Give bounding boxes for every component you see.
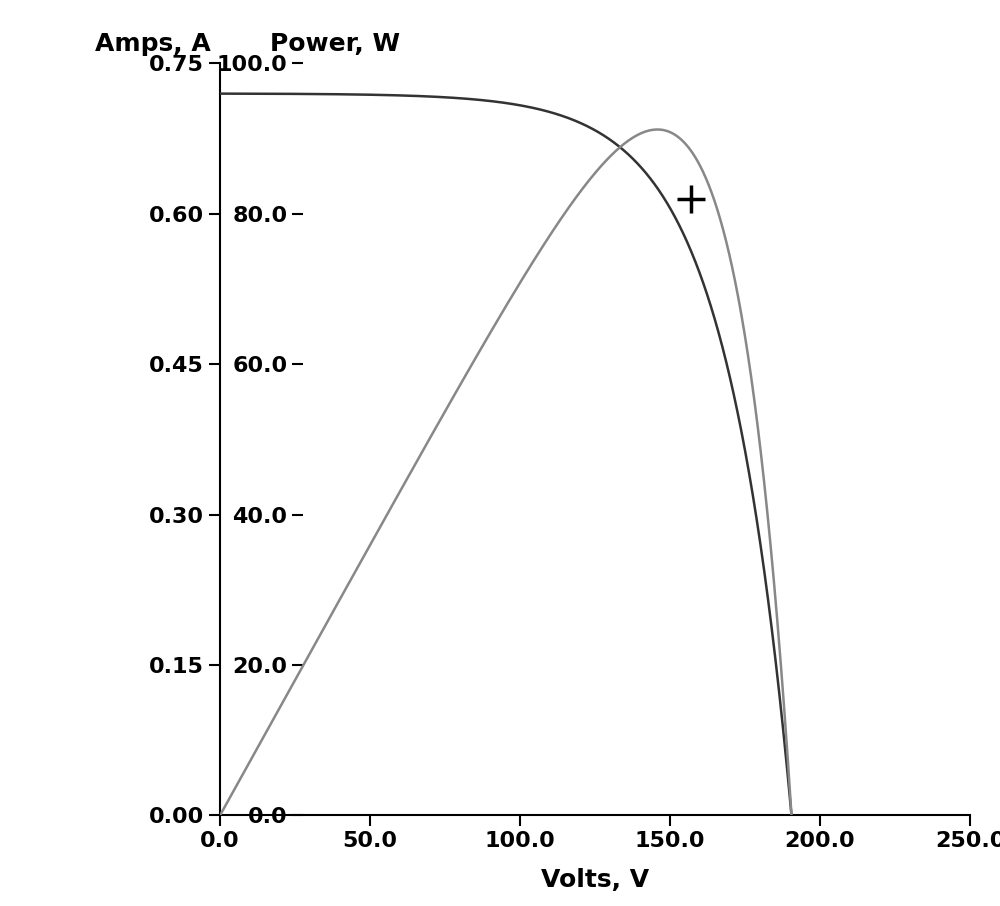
Text: Amps, A: Amps, A [95,32,211,55]
X-axis label: Volts, V: Volts, V [541,868,649,892]
Text: Power, W: Power, W [270,32,400,55]
